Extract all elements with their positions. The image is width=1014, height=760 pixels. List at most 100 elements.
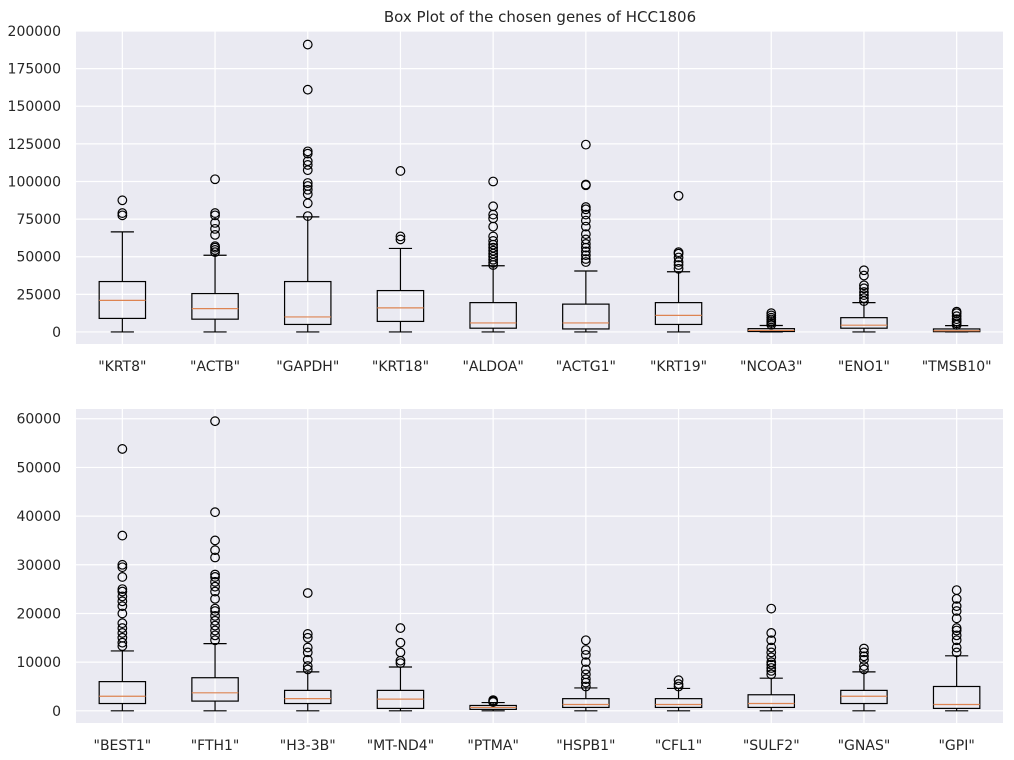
- outlier-point: [210, 630, 220, 641]
- outlier-point: [766, 628, 777, 638]
- box-8: [840, 265, 888, 333]
- chart-title: Box Plot of the chosen genes of HCC1806: [384, 8, 696, 26]
- outlier-point: [117, 586, 128, 597]
- iqr-box: [283, 689, 332, 705]
- outlier-point: [117, 195, 128, 206]
- outlier-point: [117, 623, 128, 633]
- outlier-point: [951, 625, 962, 636]
- y-tick-label: 50000: [16, 460, 61, 476]
- outlier-point: [859, 651, 869, 662]
- outlier-point: [488, 231, 499, 242]
- outlier-point: [302, 632, 313, 643]
- outlier-point: [580, 635, 591, 646]
- x-tick-label: "NCOA3": [740, 359, 802, 375]
- iqr-box: [747, 694, 796, 709]
- box-8: [840, 643, 888, 712]
- outlier-point: [580, 221, 591, 232]
- outlier-point: [117, 596, 128, 607]
- iqr-box: [562, 698, 610, 709]
- outlier-point: [210, 572, 220, 582]
- outlier-point: [859, 287, 869, 297]
- outlier-point: [673, 679, 684, 689]
- box-5: [562, 139, 610, 333]
- outlier-point: [117, 562, 128, 573]
- outlier-point: [210, 610, 220, 621]
- outlier-point: [488, 201, 499, 212]
- outlier-point: [859, 664, 869, 675]
- y-tick-label: 25000: [16, 287, 61, 303]
- outlier-point: [673, 260, 684, 270]
- outlier-point: [210, 615, 220, 626]
- outlier-point: [673, 681, 684, 692]
- outlier-point: [395, 166, 406, 176]
- outlier-point: [951, 601, 962, 612]
- outlier-point: [859, 290, 869, 300]
- x-tick-label: "KRT19": [650, 359, 707, 375]
- outlier-point: [859, 647, 869, 658]
- outlier-point: [951, 606, 962, 616]
- iqr-box: [283, 280, 332, 326]
- outlier-point: [951, 630, 962, 641]
- outlier-point: [395, 231, 406, 242]
- box-4: [469, 176, 517, 333]
- outlier-point: [117, 591, 128, 602]
- outlier-point: [488, 236, 499, 246]
- x-tick-label: "ACTG1": [556, 359, 616, 375]
- x-tick-label: "CFL1": [655, 738, 702, 754]
- outlier-point: [859, 265, 869, 276]
- outlier-point: [210, 576, 220, 587]
- outlier-point: [117, 572, 128, 582]
- x-tick-label: "ACTB": [190, 359, 240, 375]
- outlier-point: [580, 674, 591, 685]
- outlier-point: [210, 217, 220, 228]
- outlier-point: [302, 184, 313, 195]
- box-1: [191, 174, 239, 333]
- box-9: [932, 306, 981, 333]
- outlier-point: [951, 635, 962, 646]
- outlier-point: [488, 213, 499, 224]
- x-tick-label: "H3-3B": [280, 738, 336, 754]
- y-tick-label: 50000: [16, 250, 61, 266]
- iqr-box: [191, 292, 239, 320]
- outlier-point: [766, 603, 777, 614]
- outlier-point: [210, 625, 220, 636]
- iqr-box: [98, 681, 147, 705]
- outlier-point: [210, 581, 220, 592]
- outlier-point: [302, 39, 313, 50]
- y-tick-label: 40000: [16, 509, 61, 525]
- x-tick-label: "GPI": [938, 738, 974, 754]
- outlier-point: [302, 146, 313, 157]
- outlier-point: [395, 647, 406, 658]
- x-tick-label: "MT-ND4": [367, 738, 434, 754]
- outlier-point: [673, 675, 684, 686]
- box-2: [283, 39, 332, 333]
- x-tick-label: "KRT8": [98, 359, 146, 375]
- outlier-point: [580, 239, 591, 249]
- outlier-point: [302, 647, 313, 658]
- outlier-point: [302, 181, 313, 191]
- outlier-point: [951, 306, 962, 317]
- outlier-point: [673, 252, 684, 263]
- box-3: [376, 623, 425, 712]
- x-tick-label: "TMSB10": [922, 359, 992, 375]
- outlier-point: [117, 208, 128, 218]
- outlier-point: [951, 613, 962, 624]
- outlier-point: [302, 664, 313, 675]
- box-0: [98, 444, 147, 712]
- y-tick-label: 75000: [16, 212, 61, 228]
- outlier-point: [302, 642, 313, 653]
- outlier-point: [580, 139, 591, 150]
- box-6: [654, 675, 703, 712]
- outlier-point: [580, 257, 591, 267]
- outlier-point: [580, 645, 591, 655]
- iqr-box: [654, 302, 703, 326]
- x-tick-label: "GAPDH": [276, 359, 339, 375]
- top-boxplot-panel: 0 25000 50000 75000 100000 125000 150000 175000…: [8, 24, 1003, 375]
- outlier-point: [210, 535, 220, 546]
- outlier-point: [580, 234, 591, 245]
- outlier-point: [766, 635, 777, 646]
- y-tick-label: 100000: [8, 174, 61, 190]
- outlier-point: [580, 250, 591, 261]
- outlier-point: [488, 176, 499, 187]
